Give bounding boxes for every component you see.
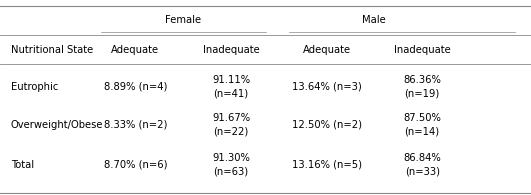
Text: Inadequate: Inadequate — [203, 45, 259, 55]
Text: 86.36%
(n=19): 86.36% (n=19) — [403, 75, 441, 98]
Text: Overweight/Obese: Overweight/Obese — [11, 120, 103, 130]
Text: 91.67%
(n=22): 91.67% (n=22) — [212, 113, 250, 136]
Text: 13.64% (n=3): 13.64% (n=3) — [292, 82, 362, 92]
Text: Eutrophic: Eutrophic — [11, 82, 58, 92]
Text: 86.84%
(n=33): 86.84% (n=33) — [403, 153, 441, 176]
Text: Male: Male — [363, 15, 386, 26]
Text: Adequate: Adequate — [303, 45, 350, 55]
Text: Total: Total — [11, 160, 34, 170]
Text: 8.70% (n=6): 8.70% (n=6) — [104, 160, 167, 170]
Text: 13.16% (n=5): 13.16% (n=5) — [292, 160, 362, 170]
Text: Inadequate: Inadequate — [394, 45, 450, 55]
Text: Female: Female — [165, 15, 201, 26]
Text: 8.89% (n=4): 8.89% (n=4) — [104, 82, 167, 92]
Text: 91.30%
(n=63): 91.30% (n=63) — [212, 153, 250, 176]
Text: 91.11%
(n=41): 91.11% (n=41) — [212, 75, 250, 98]
Text: Adequate: Adequate — [112, 45, 159, 55]
Text: 8.33% (n=2): 8.33% (n=2) — [104, 120, 167, 130]
Text: Nutritional State: Nutritional State — [11, 45, 93, 55]
Text: 12.50% (n=2): 12.50% (n=2) — [292, 120, 362, 130]
Text: 87.50%
(n=14): 87.50% (n=14) — [403, 113, 441, 136]
